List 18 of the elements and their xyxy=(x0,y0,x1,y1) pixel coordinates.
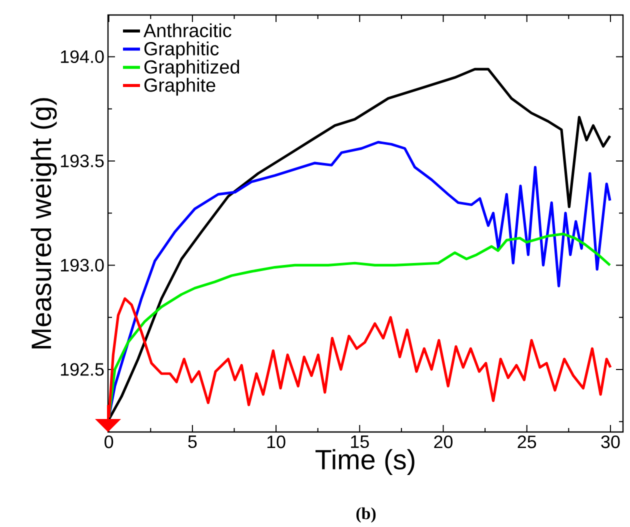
legend-label: Graphite xyxy=(144,78,216,96)
x-axis-title: Time (s) xyxy=(316,449,414,476)
legend-label: Anthracitic xyxy=(144,23,232,38)
y-tick-label: 193.5 xyxy=(60,154,104,168)
text: (b) xyxy=(356,507,376,523)
legend-label: Graphitic xyxy=(144,42,219,60)
legend-label: Graphitized xyxy=(144,60,240,78)
x-tick-label: 30 xyxy=(601,436,620,448)
x-tick-label: 5 xyxy=(188,436,197,448)
x-tick-label: 15 xyxy=(351,436,369,448)
x-tick-label: 25 xyxy=(518,436,536,448)
y-tick-label: 192.5 xyxy=(60,363,104,376)
x-tick-label: 10 xyxy=(267,436,286,448)
y-tick-label: 194.0 xyxy=(60,50,104,64)
y-axis-title: Measured weight (g) xyxy=(30,98,57,348)
x-tick-label: 20 xyxy=(434,436,453,448)
x-tick-label: 0 xyxy=(104,436,114,448)
y-tick-label: 193.0 xyxy=(60,258,104,272)
